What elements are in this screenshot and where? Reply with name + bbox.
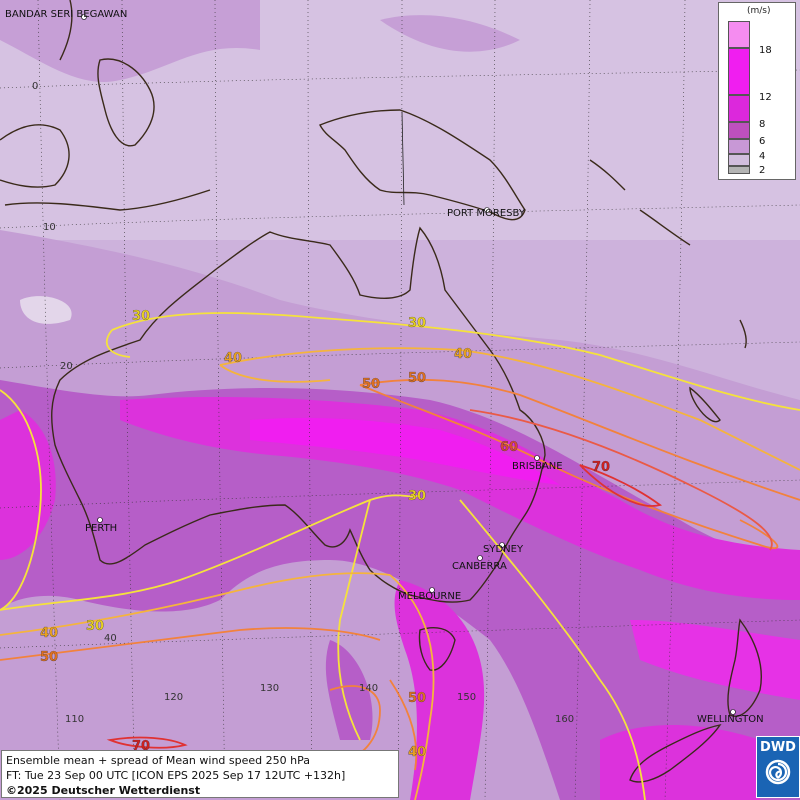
spread-field-core xyxy=(0,380,800,800)
lat-label: 0 xyxy=(32,81,38,92)
legend-tick: 8 xyxy=(759,119,766,130)
legend-swatch xyxy=(728,122,750,139)
legend-swatch xyxy=(728,139,750,154)
lon-label: 130 xyxy=(260,683,279,694)
city-marker xyxy=(484,207,490,213)
map-caption: Ensemble mean + spread of Mean wind spee… xyxy=(1,750,399,798)
contour-label: 40 xyxy=(454,347,472,362)
legend-swatch xyxy=(728,154,750,166)
contour-labels: 30 40 50 50 30 40 60 70 30 40 30 50 50 4… xyxy=(40,309,610,760)
contour-label: 70 xyxy=(592,460,610,475)
contour-label: 40 xyxy=(40,626,58,641)
city-label: BRISBANE xyxy=(512,461,563,472)
city-marker xyxy=(730,709,736,715)
lon-label: 140 xyxy=(359,683,378,694)
contour-label: 50 xyxy=(408,691,426,706)
legend-tick: 4 xyxy=(759,151,766,162)
caption-forecast-time: FT: Tue 23 Sep 00 UTC [ICON EPS 2025 Sep… xyxy=(6,769,346,782)
contour-label: 50 xyxy=(362,377,380,392)
legend-unit: (m/s) xyxy=(747,6,771,16)
legend-tick: 6 xyxy=(759,136,766,147)
contour-label: 30 xyxy=(86,619,104,634)
city-label: MELBOURNE xyxy=(398,591,461,602)
logo-text: DWD xyxy=(760,740,796,755)
lon-label: 110 xyxy=(65,714,84,725)
border-line xyxy=(401,111,405,206)
contour-label: 30 xyxy=(408,316,426,331)
city-labels: BANDAR SERI BEGAWAN PORT MORESBY PERTH B… xyxy=(5,9,764,725)
coastlines xyxy=(0,0,762,783)
city-marker xyxy=(499,542,505,548)
legend-swatch xyxy=(728,166,750,174)
lon-label: 40 xyxy=(104,633,117,644)
caption-copyright: ©2025 Deutscher Wetterdienst xyxy=(6,784,201,797)
isotachs xyxy=(0,312,800,800)
caption-title: Ensemble mean + spread of Mean wind spee… xyxy=(6,754,310,767)
city-label: SYDNEY xyxy=(483,544,524,555)
city-label: PORT MORESBY xyxy=(447,208,526,219)
contour-label: 30 xyxy=(408,489,426,504)
city-label: BANDAR SERI BEGAWAN xyxy=(5,9,127,20)
city-marker xyxy=(97,517,103,523)
lon-label: 150 xyxy=(457,692,476,703)
spiral-icon xyxy=(765,759,791,785)
contour-label: 40 xyxy=(408,745,426,760)
contour-label: 60 xyxy=(500,440,518,455)
city-label: WELLINGTON xyxy=(697,714,764,725)
city-label: CANBERRA xyxy=(452,561,507,572)
legend-swatch xyxy=(728,48,750,95)
city-marker xyxy=(534,455,540,461)
legend-swatch xyxy=(728,21,750,48)
legend-tick: 18 xyxy=(759,45,772,56)
contour-label: 50 xyxy=(40,650,58,665)
lon-label: 120 xyxy=(164,692,183,703)
city-marker xyxy=(81,14,87,20)
contour-label: 50 xyxy=(408,371,426,386)
lat-label: 10 xyxy=(43,222,56,233)
city-marker xyxy=(429,587,435,593)
legend-swatch xyxy=(728,95,750,122)
city-label: PERTH xyxy=(85,523,117,534)
legend-tick: 2 xyxy=(759,165,766,176)
legend-tick: 12 xyxy=(759,92,772,103)
lat-label: 20 xyxy=(60,361,73,372)
lon-label: 160 xyxy=(555,714,574,725)
city-marker xyxy=(477,555,483,561)
contour-label: 30 xyxy=(132,309,150,324)
color-legend: (m/s) 18 12 8 6 4 2 xyxy=(718,2,796,180)
dwd-logo[interactable]: DWD xyxy=(756,736,800,798)
contour-label: 40 xyxy=(224,351,242,366)
coordinate-labels: 0 10 20 40 110 120 130 140 150 160 xyxy=(32,81,574,725)
